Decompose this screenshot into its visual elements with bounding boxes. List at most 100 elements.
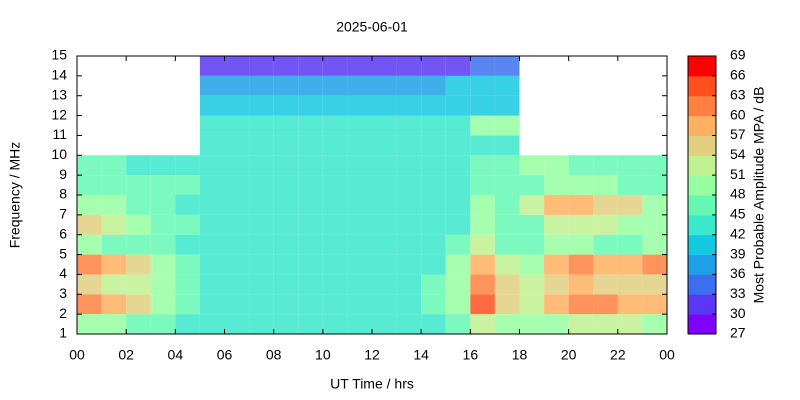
heat-cell	[593, 195, 618, 215]
heat-cell	[322, 254, 348, 275]
heat-cell	[322, 56, 348, 76]
heat-cell	[298, 234, 323, 255]
heat-cell	[224, 195, 250, 215]
heat-cell	[224, 135, 250, 156]
heat-cell	[372, 175, 397, 195]
heat-cell	[445, 234, 471, 255]
heat-cell	[470, 56, 495, 76]
heat-cell	[77, 214, 102, 235]
heat-cell	[494, 155, 520, 176]
heat-cell	[298, 75, 323, 96]
heat-cell	[175, 155, 200, 176]
heat-cell	[568, 195, 594, 215]
x-axis-label: UT Time / hrs	[330, 376, 414, 392]
heat-cell	[224, 175, 250, 195]
x-tick-label: 14	[413, 347, 429, 363]
heat-cell	[593, 274, 618, 295]
heat-cell	[347, 214, 372, 235]
colorbar-segment	[688, 294, 716, 315]
heat-cell	[322, 135, 348, 156]
y-tick-label: 2	[59, 305, 67, 321]
heat-cell	[470, 234, 495, 255]
heat-cell	[77, 195, 102, 215]
heat-cell	[396, 234, 422, 255]
heat-cell	[568, 254, 594, 275]
heat-cell	[150, 314, 176, 334]
heat-cell	[642, 195, 667, 215]
colorbar-segment	[688, 75, 716, 97]
heat-cell	[273, 274, 299, 295]
colorbar-segment	[688, 115, 716, 136]
heat-cell	[396, 56, 422, 76]
heat-cell	[347, 195, 372, 215]
heat-cell	[175, 254, 200, 275]
heat-cell	[175, 294, 200, 315]
heat-cell	[445, 195, 471, 215]
heat-cell	[126, 314, 151, 334]
heat-cell	[126, 254, 151, 275]
colorbar-tick-label: 42	[730, 225, 746, 241]
heat-cell	[199, 75, 225, 96]
heat-cell	[445, 135, 471, 156]
y-tick-label: 1	[59, 325, 67, 341]
y-tick-label: 14	[51, 67, 67, 83]
heat-cell	[421, 314, 446, 334]
heat-cell	[199, 254, 225, 275]
heat-cell	[273, 155, 299, 176]
heat-cell	[372, 135, 397, 156]
heat-cell	[273, 294, 299, 315]
heat-cell	[249, 234, 274, 255]
heat-cell	[544, 214, 569, 235]
heat-cell	[544, 234, 569, 255]
heat-cell	[617, 175, 643, 195]
heat-cell	[642, 214, 667, 235]
heat-cell	[273, 254, 299, 275]
colorbar-tick-label: 54	[730, 146, 746, 162]
colorbar-label: Most Probable Amplitude MPA / dB	[751, 87, 767, 304]
heat-cell	[126, 195, 151, 215]
heat-cell	[494, 294, 520, 315]
y-tick-label: 3	[59, 285, 67, 301]
heat-cell	[445, 294, 471, 315]
heat-cell	[372, 214, 397, 235]
heat-cell	[494, 214, 520, 235]
heat-cell	[642, 155, 667, 176]
heat-cell	[298, 254, 323, 275]
heat-cell	[224, 234, 250, 255]
heat-cell	[519, 195, 545, 215]
heat-cell	[150, 195, 176, 215]
heat-cell	[77, 294, 102, 315]
heat-cell	[544, 155, 569, 176]
heat-cell	[568, 214, 594, 235]
heat-cell	[249, 95, 274, 116]
heat-cell	[568, 234, 594, 255]
heat-cell	[199, 274, 225, 295]
heat-cell	[519, 155, 545, 176]
heat-cell	[126, 294, 151, 315]
heat-cell	[224, 214, 250, 235]
heat-cell	[322, 75, 348, 96]
heat-cell	[347, 115, 372, 136]
heat-cell	[175, 214, 200, 235]
heat-cell	[298, 274, 323, 295]
heat-cell	[126, 155, 151, 176]
heat-cell	[77, 155, 102, 176]
heat-cell	[494, 175, 520, 195]
heat-cell	[445, 214, 471, 235]
heat-cell	[593, 155, 618, 176]
heat-cell	[421, 155, 446, 176]
heat-cell	[224, 274, 250, 295]
heat-cell	[273, 95, 299, 116]
heat-cell	[396, 214, 422, 235]
heat-cell	[421, 75, 446, 96]
heat-cell	[77, 175, 102, 195]
heat-cell	[77, 234, 102, 255]
heat-cell	[298, 314, 323, 334]
heat-cell	[593, 254, 618, 275]
heat-cell	[470, 195, 495, 215]
colorbar-segment	[688, 234, 716, 256]
heat-cell	[175, 274, 200, 295]
heat-cell	[199, 175, 225, 195]
heat-cell	[421, 254, 446, 275]
heat-cell	[150, 234, 176, 255]
